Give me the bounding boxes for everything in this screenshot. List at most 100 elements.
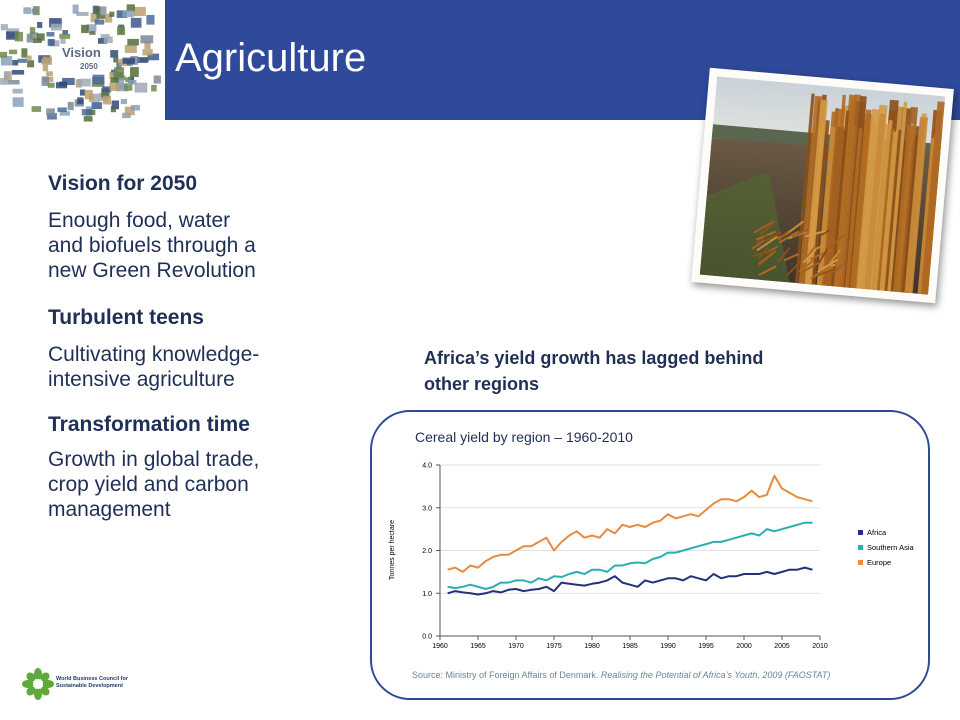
corn-debris (765, 230, 782, 243)
corn-stalk (862, 113, 886, 290)
logo-mosaic-tile (89, 93, 100, 103)
legend-swatch (858, 560, 863, 565)
logo-mosaic-tile (0, 51, 8, 58)
logo-mosaic-tile (67, 101, 74, 111)
logo-mosaic-tile (96, 12, 107, 19)
wbcsd-line-2: Sustainable Development (56, 683, 123, 689)
section-body-turbulent-1: Cultivating knowledge- (48, 343, 260, 366)
logo-mosaic-tile (0, 78, 9, 85)
logo-mosaic-tile (94, 6, 107, 13)
y-tick-label: 4.0 (422, 463, 432, 470)
logo-mosaic-tile (59, 33, 71, 39)
logo-mosaic-tile (89, 30, 96, 35)
corn-debris (759, 222, 775, 236)
logo-mosaic-tile (140, 35, 154, 44)
corn-stalk (879, 131, 898, 291)
logo-mosaic-tile (12, 88, 23, 94)
wbcsd-line-1: World Business Council for (56, 676, 129, 682)
logo-mosaic-tile (14, 31, 24, 42)
section-body-transformation-3: management (48, 498, 171, 521)
logo-mosaic-tile (60, 38, 66, 44)
logo-mosaic-tile (46, 108, 55, 116)
corn-stalk (823, 126, 845, 287)
logo-mosaic-tile (124, 106, 135, 116)
x-tick-label: 1995 (698, 643, 714, 650)
logo-mosaic-tile (0, 56, 13, 66)
y-tick-label: 2.0 (422, 548, 432, 555)
corn-debris (802, 249, 817, 264)
logo-mosaic-tile (151, 84, 157, 92)
corn-debris (815, 267, 836, 278)
logo-mosaic-tile (109, 82, 120, 91)
logo-year-text: 2050 (80, 62, 98, 71)
series-line-southern-asia (447, 521, 813, 590)
section-body-vision-1: Enough food, water (48, 209, 231, 232)
corn-debris (818, 229, 831, 237)
logo-mosaic-tile (47, 113, 57, 120)
logo-mosaic-tile (31, 106, 42, 112)
logo-mosaic-tile (94, 19, 105, 25)
logo-mosaic-tile (144, 41, 151, 50)
logo-mosaic-tile (117, 26, 126, 36)
section-body-transformation-2: crop yield and carbon (48, 473, 249, 496)
corn-debris (817, 247, 830, 264)
logo-mosaic-tile (142, 49, 153, 56)
cornfield-photo (691, 67, 954, 304)
x-tick-label: 2010 (812, 643, 828, 650)
corn-debris (826, 234, 846, 250)
logo-mosaic-tile (32, 38, 42, 44)
corn-debris (777, 247, 791, 263)
logo-mosaic-tile (21, 48, 28, 58)
legend-label: Africa (867, 528, 887, 537)
legend-label: Europe (867, 558, 891, 567)
logo-mosaic-tile (37, 33, 45, 41)
logo-mosaic-tile (41, 76, 50, 86)
cereal-yield-chart: 0.0 1.0 2.0 3.0 4.0 1960 1965 1970 1975 1980 1985… (389, 463, 915, 651)
logo-mosaic-tile (113, 75, 126, 81)
corn-debris (756, 235, 778, 252)
corn-debris (829, 261, 847, 275)
x-tick-label: 1970 (508, 643, 524, 650)
y-tick-label: 1.0 (422, 591, 432, 598)
logo-mosaic-tile (81, 24, 89, 34)
chart-heading-line-2: other regions (424, 374, 540, 394)
section-body-vision-2: and biofuels through a (48, 234, 256, 257)
logo-mosaic-tile (17, 58, 27, 63)
wbcsd-wordmark: World Business Council for Sustainable D… (56, 676, 128, 690)
logo-mosaic-tile (126, 4, 135, 12)
logo-mosaic-tile (136, 57, 148, 63)
logo-mosaic-tile (122, 57, 136, 64)
x-tick-label: 1965 (470, 643, 486, 650)
logo-mosaic-tile (29, 32, 38, 40)
logo-mosaic-tile (0, 24, 8, 31)
logo-vision-text: Vision (62, 45, 101, 60)
source-note: Source: Ministry of Foreign Affairs of D… (412, 670, 830, 680)
logo-mosaic-tile (100, 34, 110, 39)
logo-mosaic-tile (90, 13, 100, 23)
chart-title: Cereal yield by region – 1960-2010 (415, 429, 633, 445)
corn-debris (809, 264, 832, 280)
logo-mosaic-tile (37, 22, 43, 28)
corn-debris (798, 258, 815, 273)
corn-debris (799, 260, 822, 275)
x-tick-label: 1975 (546, 643, 562, 650)
logo-mosaic-tile (83, 116, 93, 122)
logo-mosaic-tile (130, 17, 142, 28)
section-body-vision-3: new Green Revolution (48, 259, 256, 282)
logo-mosaic-tile (3, 72, 10, 79)
legend-label: Southern Asia (867, 543, 915, 552)
series-line-europe (447, 474, 813, 573)
corn-stalk (856, 108, 881, 290)
logo-mosaic-tile (31, 8, 39, 14)
logo-mosaic-tile (146, 14, 155, 25)
source-prefix: Source: Ministry of Foreign Affairs of D… (412, 670, 601, 680)
legend-swatch (858, 545, 863, 550)
logo-mosaic-tile (122, 112, 131, 119)
corn-stalk (892, 124, 915, 293)
logo-mosaic-tile (77, 97, 84, 105)
logo-mosaic-tile (103, 36, 113, 44)
logo-mosaic-tile (46, 32, 55, 37)
corn-debris (783, 253, 799, 262)
corn-stalk (804, 99, 828, 285)
logo-mosaic-tile (59, 111, 70, 116)
